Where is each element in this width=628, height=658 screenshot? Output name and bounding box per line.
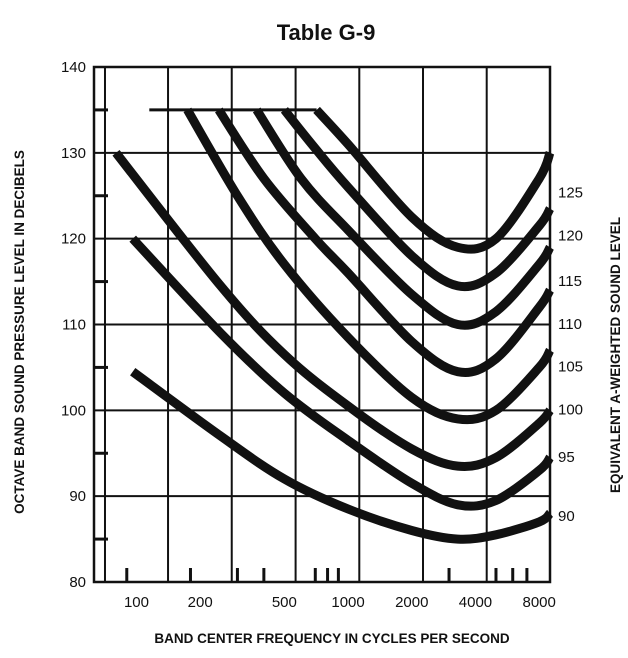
curve-95 [129,235,554,511]
curves [112,106,555,544]
y-tick-label: 120 [61,231,86,248]
right-axis-label: 90 [558,508,575,525]
right-axis-label: 105 [558,359,583,376]
y-axis-label: OCTAVE BAND SOUND PRESSURE LEVEL IN DECI… [12,150,27,514]
y-tick-label: 110 [62,317,86,334]
x-tick-label: 500 [272,594,297,611]
right-axis-label: 120 [558,227,583,244]
curve-120 [280,107,554,292]
curve-90 [130,368,554,544]
right-axis-label: 115 [558,273,582,290]
curve-115 [252,107,554,330]
x-tick-label: 1000 [331,594,364,611]
x-tick-label: 2000 [395,594,428,611]
y-tick-label: 100 [61,402,86,419]
y-tick-label: 130 [61,145,86,162]
curve-105 [183,107,554,425]
chart-title: Table G-9 [277,20,376,45]
curve-110 [215,107,554,377]
x-tick-label: 4000 [459,594,492,611]
x-tick-label: 200 [188,594,213,611]
x-axis-label: BAND CENTER FREQUENCY IN CYCLES PER SECO… [154,631,510,646]
plot-frame [92,65,552,584]
y-tick-label: 90 [69,488,86,505]
x-tick-label: 8000 [522,594,555,611]
right-axis-label: 95 [558,449,575,466]
y-tick-label: 80 [69,574,86,591]
y-tick-label: 140 [61,59,86,76]
x-tick-label: 100 [124,594,149,611]
axes: 80 90 100 110 120 130 140 100 200 500 1000 2000 4000… [61,59,583,611]
y2-axis-label: EQUIVALENT A-WEIGHTED SOUND LEVEL [608,217,623,493]
curve-100 [112,150,554,471]
right-axis-label: 100 [558,402,583,419]
right-axis-label: 125 [558,184,583,201]
right-axis-label: 110 [558,316,582,333]
curve-125 [313,106,555,254]
